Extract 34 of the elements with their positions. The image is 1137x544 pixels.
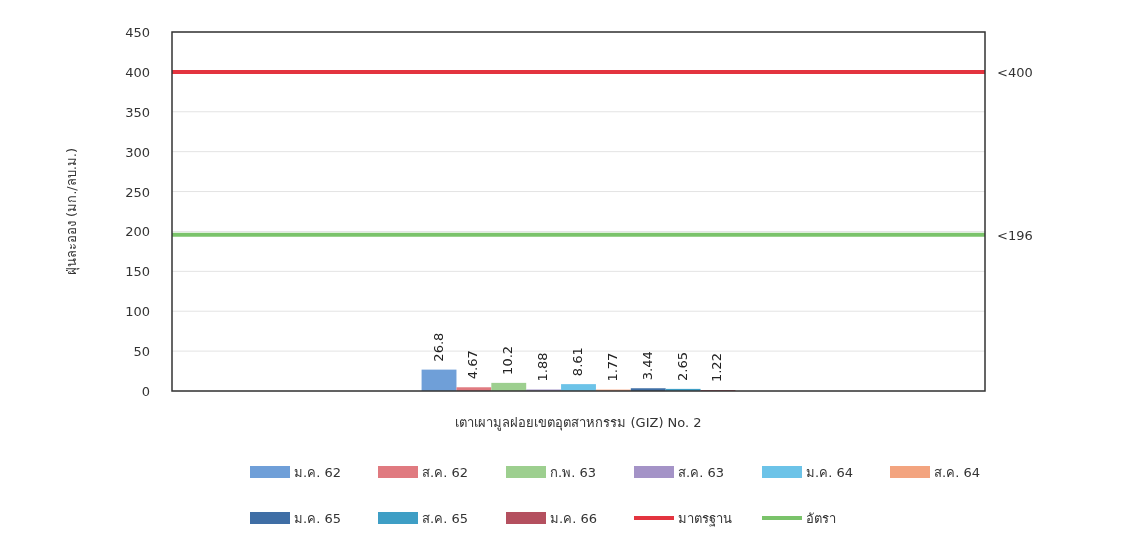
y-axis-title: ฝุ่นละออง (มก./ลบ.ม.) xyxy=(64,147,80,276)
y-tick-label: 400 xyxy=(125,64,150,80)
legend-label: ส.ค. 63 xyxy=(678,465,724,480)
data-label: 1.88 xyxy=(535,352,551,382)
y-tick-label: 250 xyxy=(125,184,150,200)
y-tick-label: 50 xyxy=(133,344,150,360)
legend-label: ส.ค. 65 xyxy=(422,511,468,526)
data-label: 26.8 xyxy=(430,332,446,362)
legend-label: ม.ค. 64 xyxy=(806,465,853,480)
text: มาตรฐาน xyxy=(678,511,732,527)
data-label: 10.2 xyxy=(500,345,516,375)
ref-line-label: <400 xyxy=(997,64,1033,80)
ref-line-label: <196 xyxy=(997,227,1033,243)
y-tick-label: 100 xyxy=(125,304,150,320)
y-tick-label: 200 xyxy=(125,224,150,240)
legend-label: ม.ค. 62 xyxy=(294,465,341,480)
data-label: 1.77 xyxy=(604,352,620,382)
legend-label: ส.ค. 64 xyxy=(934,465,980,480)
data-label: 3.44 xyxy=(639,351,655,381)
data-label: 8.61 xyxy=(570,347,585,377)
data-label: 4.67 xyxy=(465,350,481,380)
data-label: 1.22 xyxy=(709,353,725,383)
y-tick-label: 450 xyxy=(125,25,150,40)
y-tick-label: 350 xyxy=(125,104,150,120)
x-axis-title: เตาเผามูลฝอยเขตอุตสาหกรรม (GIZ) No. 2 xyxy=(455,415,702,431)
legend-label: ม.ค. 66 xyxy=(550,511,597,526)
y-tick-label: 0 xyxy=(141,384,150,399)
legend-label: ส.ค. 62 xyxy=(422,465,468,480)
legend-label: ก.พ. 63 xyxy=(550,465,596,480)
y-tick-label: 300 xyxy=(125,144,150,160)
text: อัตรา xyxy=(806,511,836,526)
y-tick-label: 150 xyxy=(125,264,150,280)
legend-label: ม.ค. 65 xyxy=(294,511,341,526)
data-label: 2.65 xyxy=(674,351,690,381)
